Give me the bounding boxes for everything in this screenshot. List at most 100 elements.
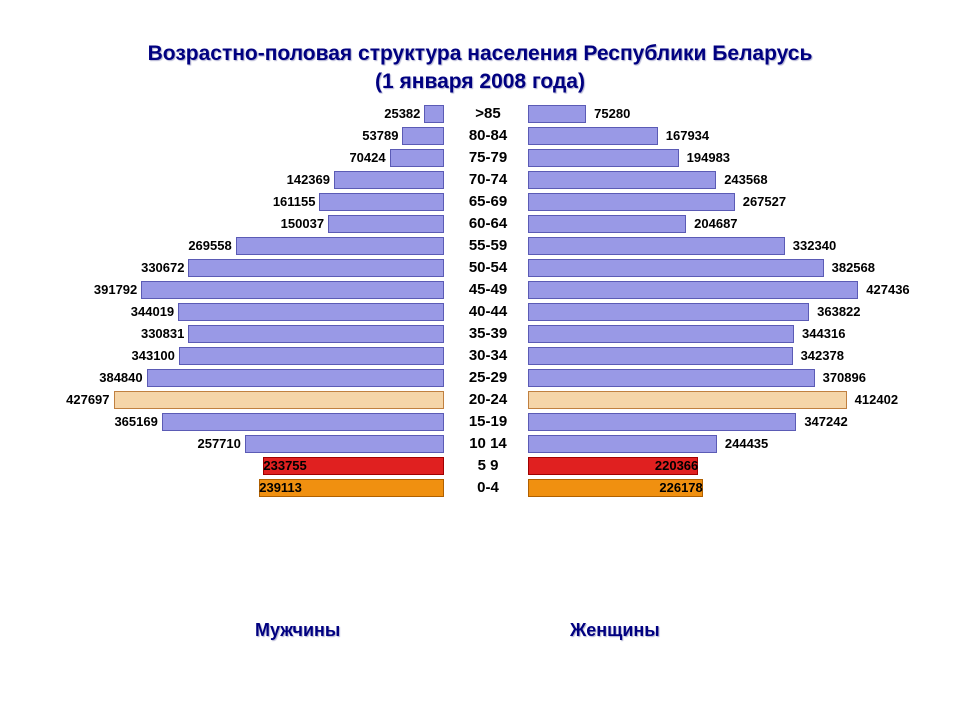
age-label: 55-59	[453, 235, 523, 257]
female-bar	[528, 391, 847, 409]
female-bar	[528, 413, 796, 431]
male-value: 53789	[362, 125, 398, 147]
male-value: 150037	[281, 213, 324, 235]
pyramid-row: 20-24427697412402	[0, 389, 960, 411]
female-value: 220366	[528, 455, 704, 477]
pyramid-row: 15-19 365169 347242	[0, 411, 960, 433]
male-bar	[334, 171, 444, 189]
title-line2: (1 января 2008 года)	[375, 70, 585, 93]
chart-title: Возрастно-половая структура населения Ре…	[0, 0, 960, 97]
male-bar	[147, 369, 444, 387]
pyramid-row: 5 9 233755 220366	[0, 455, 960, 477]
male-bar	[319, 193, 444, 211]
male-bar	[179, 347, 444, 365]
female-value: 347242	[804, 411, 847, 433]
age-label: 35-39	[453, 323, 523, 345]
male-value: 330672	[141, 257, 184, 279]
female-bar	[528, 127, 658, 145]
male-value: 257710	[197, 433, 240, 455]
female-value: 267527	[743, 191, 786, 213]
female-value: 75280	[594, 103, 630, 125]
male-bar	[188, 325, 444, 343]
male-bar	[141, 281, 444, 299]
age-label: 75-79	[453, 147, 523, 169]
male-value: 330831	[141, 323, 184, 345]
male-value: 161155	[273, 191, 316, 213]
female-value: 382568	[832, 257, 875, 279]
female-value: 427436	[866, 279, 909, 301]
male-value: 269558	[188, 235, 231, 257]
age-label: 25-29	[453, 367, 523, 389]
female-bar	[528, 215, 686, 233]
male-legend: Мужчины	[255, 620, 340, 641]
female-bar	[528, 369, 815, 387]
female-bar	[528, 347, 793, 365]
female-bar	[528, 259, 824, 277]
age-label: 10 14	[453, 433, 523, 455]
female-value: 194983	[687, 147, 730, 169]
male-value: 70424	[349, 147, 385, 169]
age-label: 70-74	[453, 169, 523, 191]
male-bar	[162, 413, 444, 431]
male-value: 384840	[99, 367, 142, 389]
age-label: 30-34	[453, 345, 523, 367]
title-line1: Возрастно-половая структура населения Ре…	[148, 42, 813, 65]
male-value: 25382	[384, 103, 420, 125]
pyramid-row: 40-44 344019 363822	[0, 301, 960, 323]
male-bar	[114, 391, 444, 409]
female-bar	[528, 237, 785, 255]
pyramid-row: 50-54 330672 382568	[0, 257, 960, 279]
male-bar	[390, 149, 444, 167]
female-bar	[528, 281, 858, 299]
female-value: 204687	[694, 213, 737, 235]
female-bar	[528, 105, 586, 123]
male-value: 239113	[253, 477, 444, 499]
female-value: 244435	[725, 433, 768, 455]
female-value: 342378	[801, 345, 844, 367]
pyramid-row: 70-74 142369 243568	[0, 169, 960, 191]
pyramid-row: 0-4 239113 226178	[0, 477, 960, 499]
age-label: 60-64	[453, 213, 523, 235]
male-bar	[328, 215, 444, 233]
male-value: 365169	[114, 411, 157, 433]
female-value: 363822	[817, 301, 860, 323]
male-bar	[188, 259, 444, 277]
male-value: 343100	[132, 345, 175, 367]
age-label: 20-24	[453, 389, 523, 411]
pyramid-row: 30-34 343100 342378	[0, 345, 960, 367]
male-bar	[236, 237, 444, 255]
pyramid-row: 25-29 384840 370896	[0, 367, 960, 389]
male-value: 391792	[94, 279, 137, 301]
female-bar	[528, 435, 717, 453]
male-bar	[424, 105, 444, 123]
female-value: 243568	[724, 169, 767, 191]
pyramid-row: 45-49 391792 427436	[0, 279, 960, 301]
pyramid-row: 75-79 70424 194983	[0, 147, 960, 169]
female-value: 344316	[802, 323, 845, 345]
age-label: 0-4	[453, 477, 523, 499]
female-bar	[528, 303, 809, 321]
female-bar	[528, 149, 679, 167]
population-pyramid: >85253827528080-845378916793475-79704241…	[0, 103, 960, 543]
pyramid-row: 80-8453789167934	[0, 125, 960, 147]
male-value: 142369	[287, 169, 330, 191]
female-value: 370896	[823, 367, 866, 389]
female-value: 167934	[666, 125, 709, 147]
female-value: 226178	[528, 477, 709, 499]
pyramid-row: 10 14 257710 244435	[0, 433, 960, 455]
age-label: 5 9	[453, 455, 523, 477]
pyramid-row: 60-64 150037 204687	[0, 213, 960, 235]
age-label: 50-54	[453, 257, 523, 279]
male-value: 233755	[257, 455, 444, 477]
male-bar	[178, 303, 444, 321]
age-label: 45-49	[453, 279, 523, 301]
pyramid-row: 55-59 269558 332340	[0, 235, 960, 257]
female-value: 332340	[793, 235, 836, 257]
male-value: 344019	[131, 301, 174, 323]
age-label: >85	[453, 103, 523, 125]
age-label: 40-44	[453, 301, 523, 323]
male-bar	[402, 127, 444, 145]
pyramid-row: >85 25382 75280	[0, 103, 960, 125]
age-label: 15-19	[453, 411, 523, 433]
age-label: 65-69	[453, 191, 523, 213]
